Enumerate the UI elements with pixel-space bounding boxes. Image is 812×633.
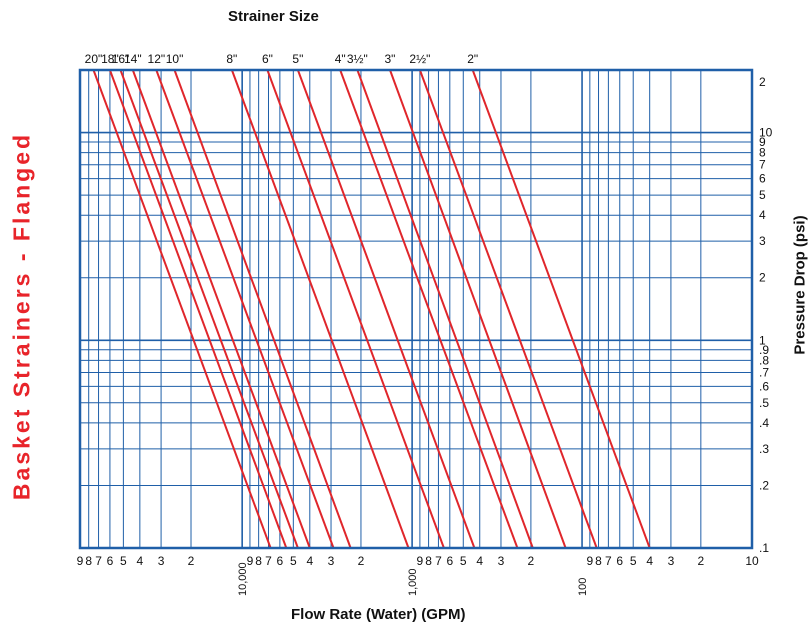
- x-tick-label: 9: [417, 554, 424, 568]
- y-tick-label: 2: [759, 75, 766, 89]
- x-tick-label: 6: [277, 554, 284, 568]
- strainer-size-label: 6": [262, 52, 273, 66]
- strainer-size-label: 2": [467, 52, 478, 66]
- x-tick-label: 5: [120, 554, 127, 568]
- y-tick-label: .1: [759, 541, 769, 555]
- x-tick-label: 10: [745, 554, 759, 568]
- strainer-size-label: 8": [226, 52, 237, 66]
- y-tick-label: 4: [759, 208, 766, 222]
- series-lines: [92, 69, 651, 549]
- y-tick-label: .6: [759, 379, 769, 393]
- series-line: [155, 69, 335, 549]
- x-tick-label: 4: [137, 554, 144, 568]
- y-tick-label: .9: [759, 343, 769, 357]
- x-tick-label: 7: [265, 554, 272, 568]
- x-tick-label: 8: [595, 554, 602, 568]
- y-tick-label: 8: [759, 146, 766, 160]
- x-tick-label: 2: [188, 554, 195, 568]
- x-tick-label: 6: [616, 554, 623, 568]
- series-line: [356, 69, 534, 549]
- x-tick-label: 8: [255, 554, 262, 568]
- x-tick-label: 6: [446, 554, 453, 568]
- strainer-size-label: 3½": [347, 52, 368, 66]
- series-line: [108, 69, 288, 549]
- series-line: [173, 69, 352, 549]
- strainer-size-label: 10": [166, 52, 184, 66]
- x-tick-label: 3: [668, 554, 675, 568]
- x-tick-label: 2: [358, 554, 365, 568]
- x-tick-label: 9: [247, 554, 254, 568]
- x-tick-label: 8: [85, 554, 92, 568]
- x-tick-label: 3: [158, 554, 165, 568]
- y-tick-label: 5: [759, 188, 766, 202]
- series-line: [296, 69, 476, 549]
- strainer-size-label: 16": [112, 52, 130, 66]
- series-line: [131, 69, 311, 549]
- y-tick-label: 6: [759, 172, 766, 186]
- strainer-size-label: 18": [101, 52, 119, 66]
- x-tick-label: 4: [476, 554, 483, 568]
- y-tick-label: 1: [759, 333, 766, 347]
- y-tick-label: 9: [759, 135, 766, 149]
- x-tick-label: 100: [577, 578, 589, 596]
- series-line: [230, 69, 410, 549]
- y-tick-label: 2: [759, 271, 766, 285]
- x-axis-title: Flow Rate (Water) (GPM): [291, 606, 466, 623]
- x-tick-label: 2: [697, 554, 704, 568]
- x-tick-label: 9: [77, 554, 84, 568]
- x-tick-label: 8: [425, 554, 432, 568]
- strainer-size-label: 12": [148, 52, 166, 66]
- x-tick-label: 9: [586, 554, 593, 568]
- series-line: [119, 69, 299, 549]
- y-tick-label: 7: [759, 158, 766, 172]
- y-tick-label: .4: [759, 416, 769, 430]
- y-tick-label: .7: [759, 365, 769, 379]
- strainer-size-labels: 20"18"16"14" 12" 10" 8" 6" 5" 4" 3½" 3" 2½" 2": [85, 52, 479, 66]
- x-tick-label: 5: [630, 554, 637, 568]
- x-tick-label: 4: [306, 554, 313, 568]
- strainer-size-label: 3": [384, 52, 395, 66]
- plot-frame: [78, 68, 754, 550]
- y-tick-label: .5: [759, 396, 769, 410]
- x-tick-label: 3: [328, 554, 335, 568]
- series-line: [266, 69, 445, 549]
- strainer-size-label: 5": [292, 52, 303, 66]
- top-axis-title: Strainer Size: [228, 8, 319, 25]
- x-tick-label: 7: [95, 554, 102, 568]
- x-tick-label: 5: [290, 554, 297, 568]
- x-tick-label: 7: [605, 554, 612, 568]
- x-tick-label: 4: [646, 554, 653, 568]
- strainer-size-label: 20": [85, 52, 103, 66]
- series-line: [389, 69, 567, 549]
- x-tick-label: 7: [435, 554, 442, 568]
- y-tick-label: .8: [759, 353, 769, 367]
- y-tick-label: .3: [759, 442, 769, 456]
- series-line: [471, 69, 651, 549]
- x-tick-label: 1,000: [407, 568, 419, 596]
- plot-frame-rect: [78, 68, 754, 550]
- strainer-size-label: 2½": [409, 52, 430, 66]
- x-tick-label: 5: [460, 554, 467, 568]
- y-tick-label: 3: [759, 234, 766, 248]
- strainer-size-label: 14": [124, 52, 142, 66]
- series-line: [418, 69, 598, 549]
- series-line: [92, 69, 272, 549]
- series-line: [339, 69, 519, 549]
- x-tick-label: 6: [107, 554, 114, 568]
- strainer-size-label: 4": [335, 52, 346, 66]
- x-tick-label: 3: [498, 554, 505, 568]
- y-tick-label: .2: [759, 478, 769, 492]
- x-tick-label: 10,000: [237, 562, 249, 596]
- y-tick-label: 10: [759, 126, 773, 140]
- x-tick-label: 2: [528, 554, 535, 568]
